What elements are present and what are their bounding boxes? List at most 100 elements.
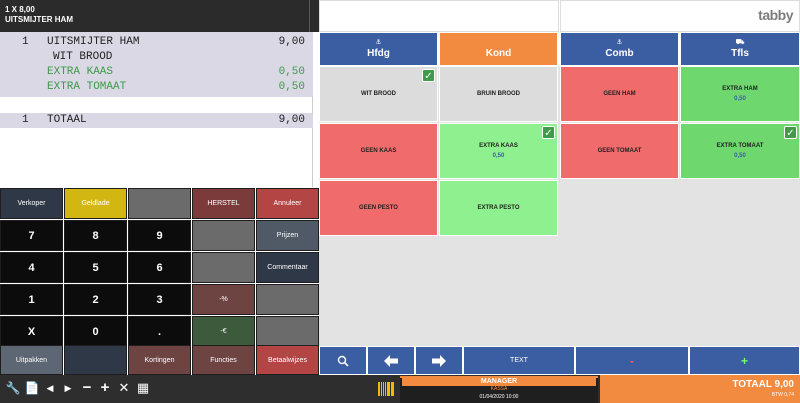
plus-icon[interactable]: + — [100, 379, 110, 396]
arrow-right-icon — [432, 354, 446, 367]
product-tile[interactable]: EXTRA KAAS 0,50 ✓ — [439, 123, 558, 179]
geldlade-button[interactable]: Geldlade — [64, 188, 127, 219]
digit-7-key[interactable]: 7 — [0, 220, 63, 251]
receipt-line-price: 0,50 — [278, 81, 305, 93]
product-label: GEEN PESTO — [359, 205, 398, 211]
annuleer-button[interactable]: Annuleer — [256, 188, 319, 219]
product-price: 0,50 — [492, 153, 505, 159]
utensils-icon: ⚓ — [375, 39, 382, 46]
prijzen-button[interactable]: Prijzen — [256, 220, 319, 251]
empty-key[interactable] — [64, 345, 127, 375]
product-price: 0,50 — [734, 96, 746, 102]
digit-9-key[interactable]: 9 — [128, 220, 191, 251]
receipt-total-label: TOTAAL — [47, 114, 87, 126]
check-icon: ✓ — [422, 69, 435, 82]
arrow-left-button[interactable] — [367, 346, 415, 375]
empty-key[interactable] — [128, 188, 191, 219]
utensils-icon: ⚓ — [616, 39, 623, 46]
digit-8-key[interactable]: 8 — [64, 220, 127, 251]
functies-button[interactable]: Functies — [192, 345, 255, 375]
euro-discount-button[interactable]: -€ — [192, 316, 255, 347]
check-icon: ✓ — [542, 126, 555, 139]
user-status[interactable]: MANAGER KASSA 01/04/2020 10:00 — [400, 376, 598, 403]
wrench-icon[interactable]: 🔧 — [5, 381, 21, 395]
minus-icon[interactable]: − — [82, 379, 92, 396]
category-tab-hfdg[interactable]: ⚓ Hfdg — [319, 32, 438, 66]
empty-key[interactable] — [256, 316, 319, 347]
receipt-line[interactable]: 1 UITSMIJTER HAM 9,00 — [0, 35, 313, 50]
kortingen-button[interactable]: Kortingen — [128, 345, 191, 375]
decimal-key[interactable]: . — [128, 316, 191, 347]
digit-4-key[interactable]: 4 — [0, 252, 63, 283]
commentaar-button[interactable]: Commentaar — [256, 252, 319, 283]
total-panel[interactable]: TOTAAL 9,00 BTW 0,74 — [600, 375, 800, 403]
product-tile[interactable]: EXTRA HAM 0,50 — [680, 66, 800, 122]
category-label: Comb — [605, 48, 634, 59]
search-icon — [337, 355, 349, 367]
product-tile[interactable]: GEEN TOMAAT — [560, 123, 679, 179]
category-tab-kond[interactable]: Kond — [439, 32, 558, 66]
receipt-total-price: 9,00 — [278, 114, 305, 126]
product-label: EXTRA KAAS — [479, 143, 518, 149]
calculator-icon[interactable]: ▦ — [136, 380, 150, 395]
category-tab-tfls[interactable]: ⛟ Tfls — [680, 32, 800, 66]
herstel-button[interactable]: HERSTEL — [192, 188, 255, 219]
multiply-key[interactable]: X — [0, 316, 63, 347]
brand-area: tabby — [560, 0, 800, 32]
product-label: EXTRA HAM — [722, 86, 758, 92]
barcode-icon[interactable] — [378, 382, 394, 396]
info-field — [319, 0, 559, 32]
product-tile[interactable]: GEEN HAM — [560, 66, 679, 122]
product-tile[interactable]: GEEN KAAS — [319, 123, 438, 179]
decrease-button[interactable]: - — [575, 346, 689, 375]
product-tile[interactable]: BRUIN BROOD — [439, 66, 558, 122]
receipt-line-name: WIT BROOD — [53, 51, 113, 63]
empty-key[interactable] — [192, 220, 255, 251]
betaalwijzes-button[interactable]: Betaalwijzes — [256, 345, 319, 375]
digit-5-key[interactable]: 5 — [64, 252, 127, 283]
receipt-total: 1 TOTAAL 9,00 — [0, 113, 313, 128]
receipt-panel[interactable]: 1 UITSMIJTER HAM 9,00 WIT BROOD EXTRA KA… — [0, 32, 313, 187]
document-icon[interactable]: 📄 — [24, 381, 40, 395]
product-tile[interactable]: WIT BROOD ✓ — [319, 66, 438, 122]
digit-6-key[interactable]: 6 — [128, 252, 191, 283]
empty-key[interactable] — [192, 252, 255, 283]
arrow-left-icon — [384, 354, 398, 367]
product-tile[interactable]: GEEN PESTO — [319, 180, 438, 236]
category-tab-comb[interactable]: ⚓ Comb — [560, 32, 679, 66]
arrow-left-icon[interactable]: ◀ — [46, 383, 54, 393]
search-button[interactable] — [319, 346, 367, 375]
total-amount: TOTAAL 9,00 — [732, 379, 794, 390]
user-role: MANAGER — [402, 378, 596, 386]
digit-0-key[interactable]: 0 — [64, 316, 127, 347]
receipt-line[interactable]: EXTRA KAAS 0,50 — [0, 65, 313, 80]
product-tile[interactable]: EXTRA TOMAAT 0,50 ✓ — [680, 123, 800, 179]
verkoper-button[interactable]: Verkoper — [0, 188, 63, 219]
arrow-right-button[interactable] — [415, 346, 463, 375]
check-icon: ✓ — [784, 126, 797, 139]
digit-1-key[interactable]: 1 — [0, 284, 63, 315]
close-icon[interactable]: ✕ — [118, 380, 130, 395]
order-header-quantity: 1 X 8,00 — [5, 5, 35, 14]
receipt-line-qty: 1 — [22, 36, 29, 48]
product-label: WIT BROOD — [361, 91, 396, 97]
order-header-edge — [309, 0, 319, 32]
blank-icon — [498, 39, 500, 46]
digit-3-key[interactable]: 3 — [128, 284, 191, 315]
digit-2-key[interactable]: 2 — [64, 284, 127, 315]
product-tile[interactable]: EXTRA PESTO — [439, 180, 558, 236]
product-label: GEEN KAAS — [360, 148, 397, 154]
uitpakken-button[interactable]: Uitpakken — [0, 345, 63, 375]
product-label: BRUIN BROOD — [477, 91, 520, 97]
register-name: KASSA — [490, 386, 508, 392]
receipt-line[interactable]: EXTRA TOMAAT 0,50 — [0, 80, 313, 95]
increase-button[interactable]: + — [689, 346, 800, 375]
empty-key[interactable] — [256, 284, 319, 315]
percent-discount-button[interactable]: -% — [192, 284, 255, 315]
receipt-line[interactable]: WIT BROOD — [0, 50, 313, 65]
text-button[interactable]: TEXT — [463, 346, 575, 375]
receipt-line-price: 9,00 — [278, 36, 305, 48]
order-header: 1 X 8,00 UITSMIJTER HAM — [0, 0, 309, 32]
product-label: EXTRA TOMAAT — [716, 143, 764, 149]
arrow-right-icon[interactable]: ▶ — [64, 383, 72, 393]
